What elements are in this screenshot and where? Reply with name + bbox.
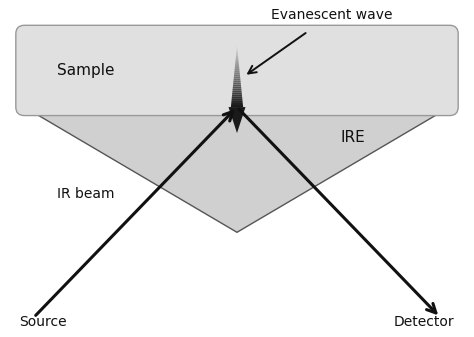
Polygon shape [232,89,242,91]
Text: Detector: Detector [394,315,455,329]
Text: Sample: Sample [57,63,115,78]
Polygon shape [234,72,240,74]
Polygon shape [232,97,242,99]
Polygon shape [233,83,241,85]
Polygon shape [234,70,240,72]
Polygon shape [235,68,239,70]
Polygon shape [231,99,243,101]
Polygon shape [233,85,241,87]
Polygon shape [236,56,238,58]
Text: IRE: IRE [341,130,366,145]
Polygon shape [236,54,238,56]
FancyBboxPatch shape [16,25,458,116]
Polygon shape [234,79,240,81]
Polygon shape [233,81,241,83]
Polygon shape [231,101,243,103]
Polygon shape [232,93,242,95]
Polygon shape [236,58,238,60]
Polygon shape [228,107,246,133]
Polygon shape [235,64,239,66]
Polygon shape [24,107,450,232]
Polygon shape [235,66,239,68]
Polygon shape [236,60,238,62]
Polygon shape [236,52,238,54]
Polygon shape [233,87,241,89]
Polygon shape [231,105,243,107]
Text: Source: Source [19,315,67,329]
Text: IR beam: IR beam [57,187,115,202]
Text: Evanescent wave: Evanescent wave [271,8,392,22]
Polygon shape [234,76,240,79]
Polygon shape [235,62,239,64]
Polygon shape [232,91,242,93]
Polygon shape [234,74,240,76]
Polygon shape [231,103,243,105]
Polygon shape [232,95,242,97]
